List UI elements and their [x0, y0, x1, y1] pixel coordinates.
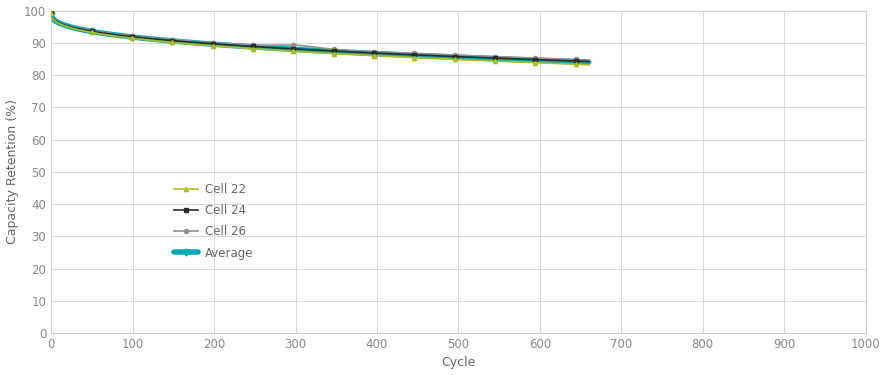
- Cell 22: [74, 27, 84, 32]
- Average: [46, 11, 57, 15]
- Line: Cell 22: Cell 22: [49, 11, 591, 67]
- Line: Cell 24: Cell 24: [49, 11, 591, 64]
- Average: [568, 59, 579, 64]
- Cell 24: [74, 27, 84, 31]
- Cell 26: [74, 26, 84, 30]
- Average: [74, 27, 84, 31]
- Cell 24: [293, 47, 304, 51]
- Cell 24: [470, 55, 480, 60]
- Average: [307, 48, 318, 52]
- Cell 22: [307, 50, 318, 55]
- Cell 26: [568, 57, 579, 62]
- Cell 24: [583, 59, 594, 64]
- Cell 22: [568, 62, 579, 66]
- Average: [568, 59, 579, 64]
- Cell 22: [46, 11, 57, 15]
- Cell 26: [470, 54, 480, 58]
- Legend: Cell 22, Cell 24, Cell 26, Average: Cell 22, Cell 24, Cell 26, Average: [169, 178, 258, 264]
- Cell 26: [293, 43, 304, 48]
- Cell 22: [583, 63, 594, 67]
- Cell 26: [568, 57, 579, 62]
- Y-axis label: Capacity Retention (%): Capacity Retention (%): [5, 99, 19, 244]
- Cell 24: [307, 48, 318, 52]
- Cell 24: [568, 59, 579, 63]
- X-axis label: Cycle: Cycle: [441, 357, 476, 369]
- Cell 26: [46, 11, 57, 15]
- Average: [583, 60, 594, 64]
- Average: [470, 56, 480, 60]
- Cell 26: [583, 58, 594, 62]
- Cell 22: [470, 58, 480, 63]
- Average: [293, 47, 304, 52]
- Line: Cell 26: Cell 26: [49, 11, 591, 62]
- Cell 24: [568, 59, 579, 63]
- Line: Average: Average: [49, 11, 591, 64]
- Cell 24: [46, 11, 57, 15]
- Cell 22: [568, 62, 579, 66]
- Cell 22: [293, 49, 304, 54]
- Cell 26: [307, 45, 318, 49]
